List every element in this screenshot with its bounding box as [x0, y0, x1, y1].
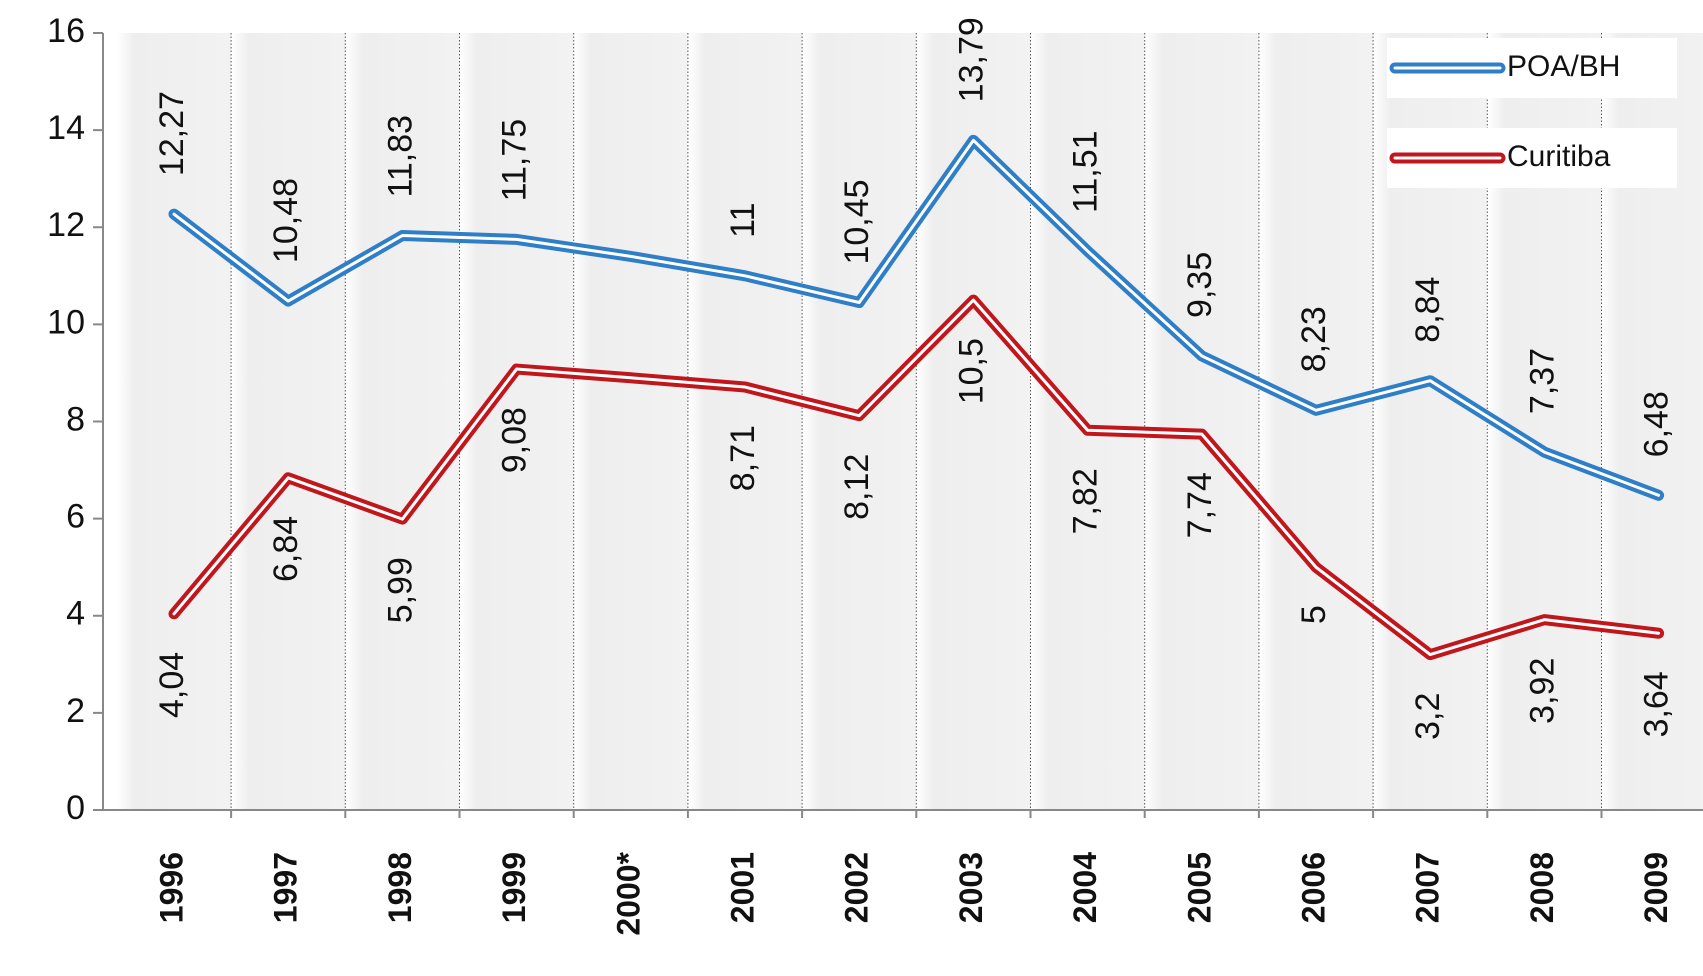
stripe: [1258, 33, 1374, 810]
x-tick-label: 2008: [1524, 852, 1560, 923]
data-label: 11: [724, 203, 762, 238]
x-tick-label: 2004: [1067, 852, 1103, 923]
data-label: 5: [1295, 605, 1333, 624]
stripe: [916, 33, 1031, 810]
legend-label: POA/BH: [1507, 50, 1620, 83]
stripe: [345, 33, 460, 810]
data-label: 10,48: [267, 178, 305, 263]
y-tick-label: 14: [47, 109, 85, 147]
y-tick-label: 10: [47, 303, 85, 341]
stripe: [802, 33, 917, 810]
data-label: 8,12: [838, 454, 876, 520]
y-tick-label: 0: [66, 789, 85, 827]
stripe: [687, 33, 803, 810]
x-tick-label: 1996: [153, 852, 189, 923]
stripe: [116, 33, 232, 810]
data-label: 8,84: [1409, 277, 1447, 343]
data-label: 7,74: [1181, 472, 1219, 538]
data-label: 9,08: [496, 407, 534, 473]
data-label: 10,45: [838, 179, 876, 264]
x-tick-label: 1998: [382, 852, 418, 923]
stripe: [1030, 33, 1145, 810]
x-tick-label: 2009: [1638, 852, 1674, 923]
plot-background: [116, 33, 1703, 810]
data-label: 9,35: [1181, 252, 1219, 318]
data-label: 7,82: [1067, 468, 1105, 534]
y-tick-label: 12: [47, 206, 85, 244]
x-tick-label: 2007: [1410, 852, 1446, 923]
series-line-inner: [172, 138, 1661, 497]
x-tick-label: 1999: [496, 852, 532, 923]
series-line-inner: [172, 298, 1661, 657]
data-label: 6,84: [267, 516, 305, 582]
data-label: 11,75: [496, 119, 534, 202]
data-label: 12,27: [153, 91, 191, 176]
data-label: 10,5: [952, 338, 990, 404]
data-label: 6,48: [1638, 391, 1676, 457]
y-tick-label: 4: [66, 595, 85, 633]
x-tick-label: 2001: [724, 852, 760, 923]
data-label: 8,23: [1295, 306, 1333, 372]
stripe: [231, 33, 346, 810]
y-tick-label: 2: [66, 692, 85, 730]
legend-label: Curitiba: [1507, 140, 1611, 173]
data-label: 3,64: [1638, 671, 1676, 737]
data-label: 13,79: [952, 17, 990, 102]
data-label: 4,04: [153, 652, 191, 718]
data-label: 3,2: [1409, 693, 1447, 740]
x-tick-label: 2000*: [610, 851, 646, 935]
data-label: 11,83: [381, 115, 419, 198]
data-label: 7,37: [1523, 348, 1561, 414]
data-label: 3,92: [1523, 658, 1561, 724]
stripe: [1144, 33, 1259, 810]
y-tick-label: 8: [66, 400, 85, 438]
data-label: 11,51: [1067, 130, 1105, 213]
data-label: 8,71: [724, 425, 762, 491]
x-tick-label: 2003: [953, 852, 989, 923]
x-tick-label: 2006: [1295, 852, 1331, 923]
y-tick-label: 6: [66, 498, 85, 536]
x-tick-label: 1997: [268, 852, 304, 923]
stripe: [573, 33, 688, 810]
y-tick-label: 16: [47, 12, 85, 50]
x-tick-label: 2002: [839, 852, 875, 923]
data-label: 5,99: [381, 557, 419, 623]
x-tick-label: 2005: [1181, 852, 1217, 923]
